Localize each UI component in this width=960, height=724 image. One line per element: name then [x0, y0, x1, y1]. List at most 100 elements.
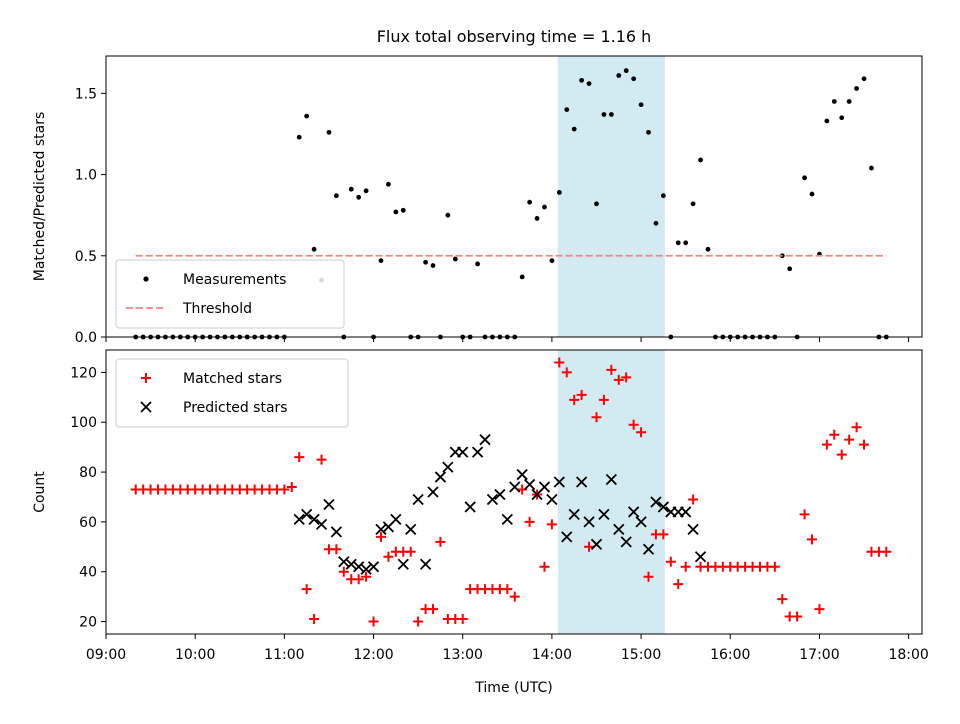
- measurement-point: [452, 256, 458, 262]
- predicted-point: [680, 506, 692, 518]
- measurement-point: [356, 194, 362, 200]
- measurement-point: [869, 165, 874, 171]
- top-highlight-span: [557, 56, 665, 337]
- top-panel-measurements: 0.0 0.5 1.0 1.5 Matched/Predicted stars Measu…: [32, 55, 923, 346]
- predicted-point: [538, 481, 551, 493]
- matched-point: [561, 367, 572, 378]
- measurement-point: [854, 86, 860, 91]
- x-axis-label: Time (UTC): [474, 680, 552, 696]
- matched-point: [375, 531, 386, 542]
- matched-point: [576, 389, 587, 400]
- matched-point: [294, 452, 305, 463]
- measurement-point: [683, 240, 689, 246]
- predicted-point: [628, 506, 640, 518]
- matched-point: [413, 616, 424, 627]
- y-tick-label: 100: [70, 415, 97, 431]
- legend-label: Measurements: [183, 272, 286, 288]
- matched-point: [368, 616, 379, 627]
- measurement-point: [660, 193, 666, 199]
- bottom-highlight-span: [557, 350, 665, 634]
- y-tick-label: 0.0: [75, 330, 97, 346]
- predicted-point: [308, 513, 320, 526]
- measurement-point: [861, 76, 867, 82]
- predicted-point: [694, 551, 707, 563]
- predicted-point: [590, 538, 603, 550]
- predicted-point: [353, 561, 365, 573]
- matched-point: [613, 374, 624, 385]
- measurement-point: [423, 259, 428, 265]
- matched-point: [524, 516, 535, 527]
- matched-point: [881, 546, 892, 557]
- measurement-point: [839, 115, 845, 121]
- measurement-point: [809, 191, 815, 197]
- matched-point: [316, 454, 327, 465]
- matched-point: [769, 561, 780, 572]
- measurement-point: [534, 216, 540, 221]
- legend-label: Predicted stars: [183, 400, 288, 416]
- measurement-point: [326, 129, 332, 135]
- predicted-point: [397, 558, 409, 570]
- bottom-panel-counts: 20 40 60 80 100 120 09:00 10:00 11:00 12:00 13:00 1…: [32, 349, 929, 663]
- measurement-point: [445, 212, 451, 218]
- predicted-point: [568, 508, 580, 521]
- measurement-point: [400, 207, 406, 213]
- y-tick-label: 1.5: [75, 86, 97, 102]
- y-tick-label: 120: [70, 365, 97, 381]
- predicted-point: [427, 486, 439, 498]
- predicted-point: [509, 481, 521, 493]
- matched-point: [353, 574, 364, 585]
- matched-point: [427, 604, 438, 615]
- matched-point: [688, 494, 699, 505]
- predicted-point: [323, 498, 335, 511]
- measurement-point: [824, 118, 830, 124]
- matched-point: [792, 611, 803, 622]
- measurement-point: [333, 193, 339, 199]
- predicted-point: [375, 523, 387, 536]
- measurement-point: [304, 113, 310, 119]
- predicted-point: [494, 488, 506, 501]
- matched-point: [435, 536, 446, 547]
- matched-point: [584, 541, 595, 552]
- x-tick-label: 18:00: [888, 647, 928, 663]
- top-y-axis-label: Matched/Predicted stars: [32, 112, 48, 282]
- predicted-point: [583, 516, 595, 528]
- measurement-point: [579, 77, 585, 83]
- matched-point: [279, 484, 290, 495]
- figure-title: Flux total observing time = 1.16 h: [377, 27, 652, 46]
- measurement-point: [519, 274, 525, 280]
- predicted-point: [546, 493, 558, 506]
- y-tick-label: 80: [79, 465, 97, 481]
- measurement-point: [430, 263, 436, 268]
- measurement-point: [378, 258, 384, 264]
- predicted-point: [434, 471, 447, 483]
- matched-point: [628, 419, 639, 430]
- matched-point: [836, 449, 847, 460]
- matched-point: [539, 561, 550, 572]
- bottom-series-0: [130, 357, 892, 627]
- measurement-point: [646, 129, 651, 135]
- bottom-series-1: [293, 434, 707, 575]
- bottom-legend: Matched stars Predicted stars: [115, 358, 349, 428]
- top-legend: Measurements Threshold: [115, 259, 345, 329]
- measurement-point: [705, 246, 711, 252]
- matched-point: [569, 394, 580, 405]
- predicted-point: [412, 493, 424, 506]
- measurement-point: [571, 126, 577, 132]
- predicted-point: [345, 558, 357, 570]
- y-tick-label: 20: [79, 615, 97, 631]
- legend-label: Threshold: [182, 301, 252, 317]
- matched-point: [286, 482, 297, 493]
- predicted-point: [650, 496, 662, 508]
- matched-point: [844, 434, 855, 445]
- matched-point: [309, 614, 320, 625]
- measurement-point: [386, 181, 391, 187]
- measurement-point: [623, 68, 629, 74]
- matched-point: [509, 591, 520, 602]
- matched-point: [851, 422, 862, 433]
- measurement-point: [311, 246, 317, 252]
- measurement-point: [698, 157, 703, 163]
- measurement-point: [787, 266, 793, 272]
- predicted-point: [479, 434, 491, 446]
- x-tick-label: 11:00: [264, 647, 304, 663]
- measurement-point: [296, 134, 302, 140]
